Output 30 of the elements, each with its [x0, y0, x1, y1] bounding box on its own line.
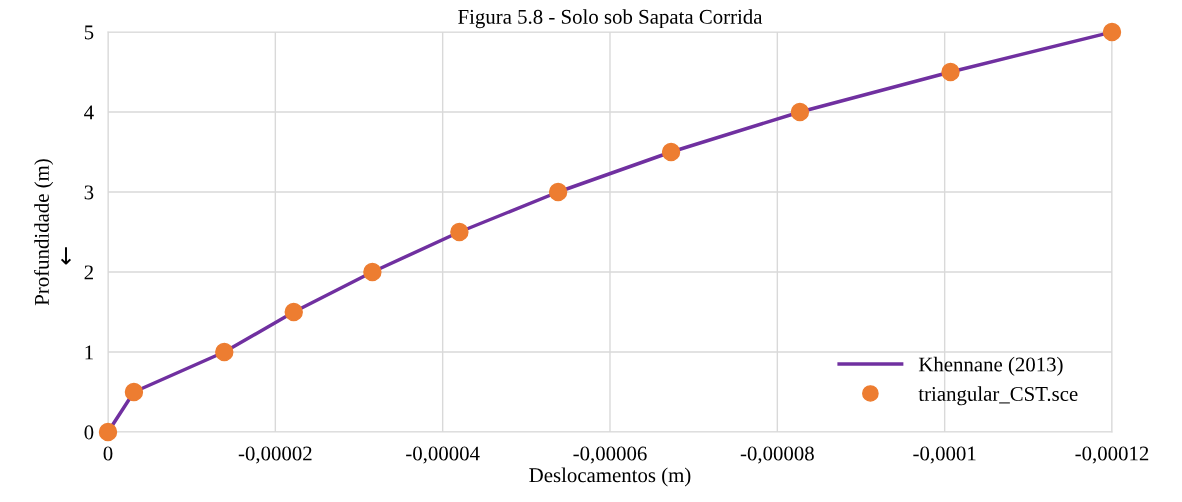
text: ↓: [60, 247, 72, 265]
legend-label: Khennane (2013): [918, 356, 1063, 376]
y-axis-title: Profundidade (m): [34, 159, 54, 306]
x-tick-label: 0: [103, 446, 113, 461]
point: [215, 342, 234, 362]
y-tick-label: 4: [84, 105, 94, 120]
point: [1102, 22, 1122, 42]
point: [363, 262, 382, 282]
x-tick-label: -0,00008: [740, 446, 814, 464]
y-tick-label: 0: [84, 425, 94, 440]
point: [790, 102, 810, 122]
x-tick-label: -0,0001: [913, 446, 976, 464]
y-tick-label: 5: [84, 25, 94, 40]
x-axis-title: Deslocamentos (m): [529, 467, 691, 487]
x-tick-label: -0,00004: [406, 446, 480, 464]
legend-label: triangular_CST.sce: [918, 386, 1078, 406]
chart-title: Figura 5.8 - Solo sob Sapata Corrida: [458, 9, 763, 29]
y-tick-label: 2: [84, 265, 93, 280]
y-tick-label: 3: [84, 185, 94, 200]
y-tick-label: 1: [85, 345, 93, 360]
point: [98, 422, 118, 442]
point: [124, 382, 144, 402]
point: [941, 62, 960, 82]
x-tick-label: -0,00012: [1075, 446, 1149, 464]
point: [661, 142, 681, 162]
x-tick-label: -0,00006: [573, 446, 647, 464]
point: [450, 222, 469, 242]
point: [548, 182, 568, 202]
x-tick-label: -0,00002: [238, 446, 312, 464]
point: [284, 302, 303, 322]
